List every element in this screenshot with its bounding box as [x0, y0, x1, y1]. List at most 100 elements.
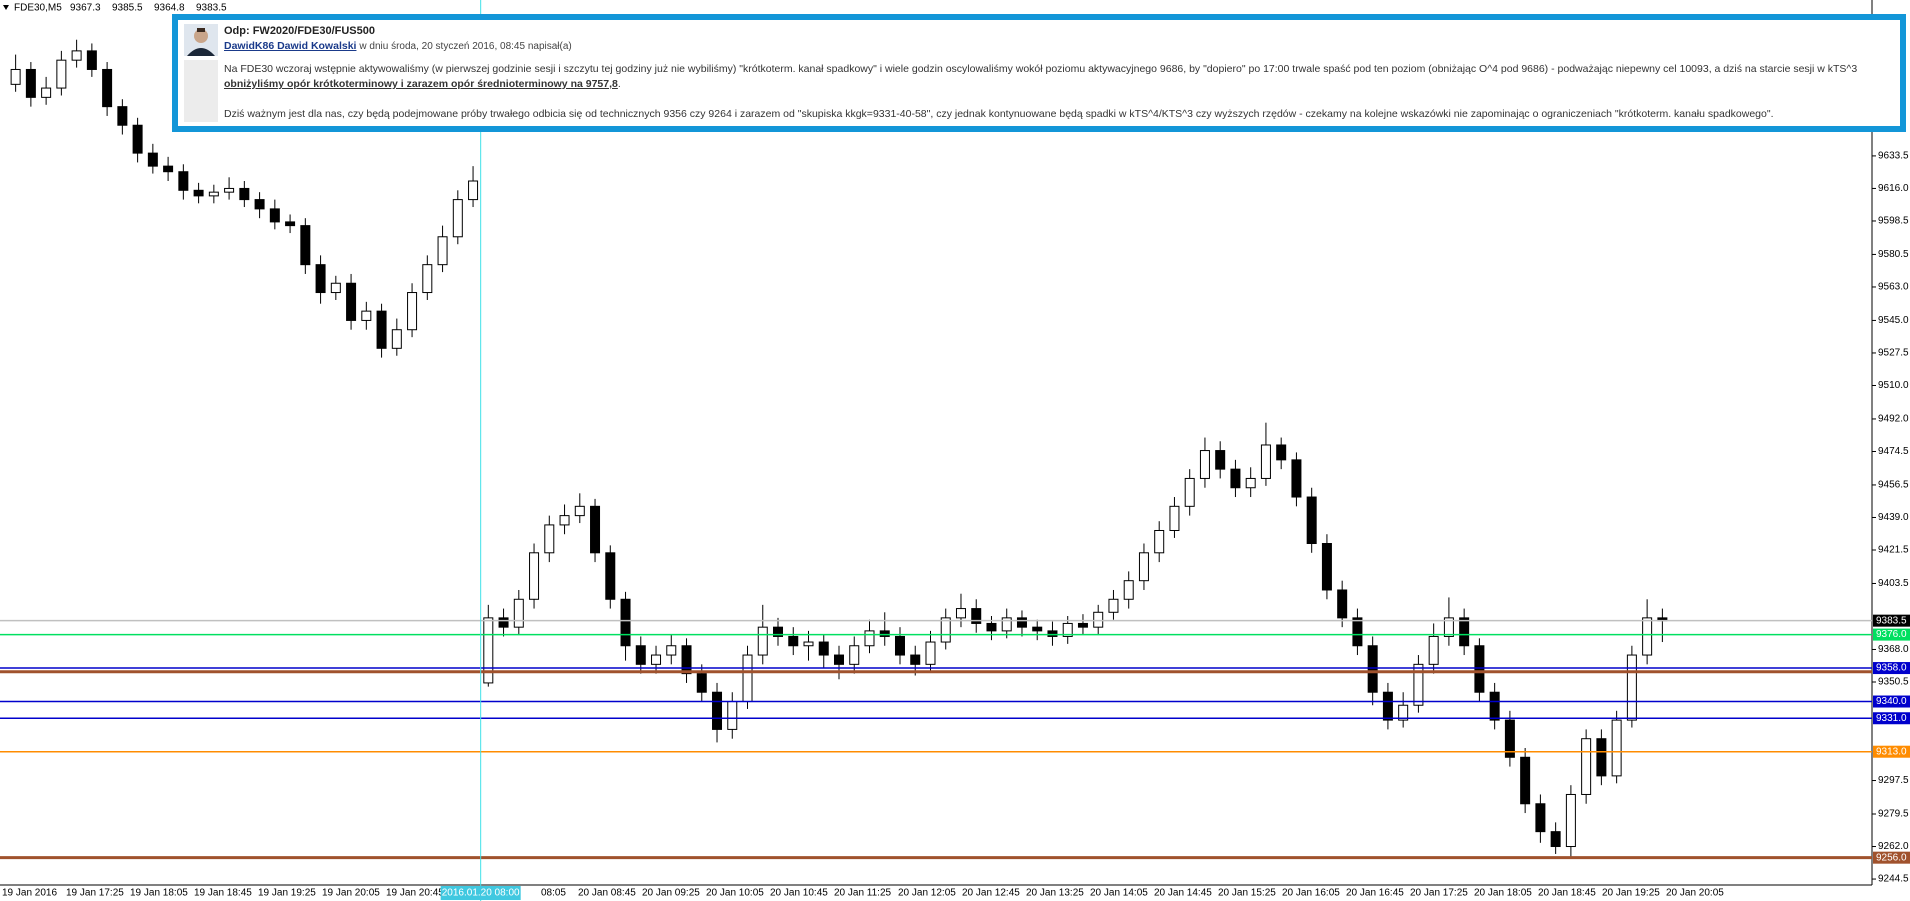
candle-body [773, 626, 784, 637]
candle-body [452, 199, 463, 238]
candle-body [955, 608, 966, 619]
candle-body [1443, 617, 1454, 637]
candle-body [1398, 704, 1409, 721]
candle-body [986, 622, 997, 632]
candle-body [1367, 645, 1378, 693]
avatar[interactable] [184, 24, 218, 56]
candle-body [300, 225, 311, 266]
candle-body [10, 68, 21, 85]
candle-body [239, 187, 250, 201]
candle-body [742, 654, 753, 703]
y-tick-label: 9545.0 [1878, 315, 1909, 326]
candle-body [361, 310, 372, 321]
candle-body [1489, 691, 1500, 721]
candle-body [1108, 598, 1119, 613]
level-label: 9340.0 [1876, 696, 1907, 707]
candle-body [330, 282, 341, 294]
candle-body [590, 505, 601, 554]
y-tick-label: 9492.0 [1878, 414, 1909, 425]
candle-body [1260, 444, 1271, 479]
candle-body [25, 68, 36, 98]
forum-post: Odp: FW2020/FDE30/FUS500 DawidK86 Dawid … [172, 14, 1906, 132]
candle-body [391, 329, 402, 349]
candle-body [1154, 529, 1165, 554]
level-label-bg [1873, 628, 1910, 641]
post-meta: w dniu środa, 20 styczeń 2016, 08:45 nap… [359, 41, 572, 52]
candle-body [1276, 444, 1287, 461]
post-title: Odp: FW2020/FDE30/FUS500 [224, 25, 375, 37]
candle-body [864, 630, 875, 647]
x-tick-label: 20 Jan 10:45 [770, 888, 828, 899]
candle-body [407, 292, 418, 331]
candle-body [285, 221, 296, 227]
candle-body [1520, 756, 1531, 805]
x-tick-label: 20 Jan 12:45 [962, 888, 1020, 899]
candle-body [529, 552, 540, 600]
x-tick-label: 20 Jan 16:05 [1282, 888, 1340, 899]
candle-body [132, 124, 143, 154]
candle-body [681, 645, 692, 675]
candle-body [376, 310, 387, 349]
level-label-bg [1873, 662, 1910, 675]
x-tick-label: 19 Jan 17:25 [66, 888, 124, 899]
candle-body [894, 635, 905, 656]
candle-body [1321, 543, 1332, 591]
y-tick-label: 9563.0 [1878, 282, 1909, 293]
candle-body [1001, 617, 1012, 632]
candle-body [56, 59, 67, 89]
candle-body [1032, 626, 1043, 632]
candle-body [1291, 459, 1302, 498]
candle-body [483, 617, 494, 684]
x-tick-label: 20 Jan 20:05 [1666, 888, 1724, 899]
candle-body [315, 264, 326, 294]
paragraph: Dziś ważnym jest dla nas, czy będą podej… [224, 108, 1774, 120]
y-tick-label: 9474.5 [1878, 446, 1909, 457]
candle-body [1138, 552, 1149, 582]
candle-body [1642, 617, 1653, 656]
candle-body [498, 617, 509, 628]
quote-value: 9367.3 [70, 3, 101, 14]
x-tick-label: 20 Jan 19:25 [1602, 888, 1660, 899]
candle-body [346, 282, 357, 321]
x-tick-label: 20 Jan 08:45 [578, 888, 636, 899]
candle-body [1245, 477, 1256, 489]
candle-body [513, 598, 524, 628]
candle-body [574, 505, 585, 517]
candle-body [147, 152, 158, 167]
candle-body [788, 635, 799, 647]
level-label-bg [1873, 614, 1910, 627]
candle-body [254, 199, 265, 210]
y-tick-label: 9403.5 [1878, 578, 1909, 589]
author-link[interactable]: DawidK86 Dawid Kowalski [224, 40, 357, 52]
level-label: 9376.0 [1876, 629, 1907, 640]
candle-body [178, 171, 189, 191]
level-label: 9331.0 [1876, 713, 1907, 724]
candle-body [1611, 719, 1622, 777]
candle-body [1077, 622, 1088, 628]
candle-body [971, 608, 982, 624]
candle-body [1199, 450, 1210, 479]
candle-body [605, 552, 616, 600]
x-tick-label: 20 Jan 11:25 [834, 888, 892, 899]
y-tick-label: 9598.5 [1878, 216, 1909, 227]
candle-body [71, 50, 82, 61]
candle-body [849, 645, 860, 665]
x-tick-label: 20 Jan 10:05 [706, 888, 764, 899]
y-tick-label: 9439.0 [1878, 512, 1909, 523]
menu-arrow [3, 5, 9, 10]
level-label-bg [1873, 851, 1910, 864]
candle-body [1581, 738, 1592, 795]
candle-body [1047, 630, 1058, 637]
x-tick-label: 20 Jan 17:25 [1410, 888, 1468, 899]
candle-body [1504, 719, 1515, 758]
candle-body [1459, 617, 1470, 647]
quote-value: 9385.5 [112, 3, 143, 14]
x-tick-label: 20 Jan 18:45 [1538, 888, 1596, 899]
x-tick-label: 20 Jan 14:05 [1090, 888, 1148, 899]
candle-body [1565, 793, 1576, 848]
candle-body [1184, 477, 1195, 507]
text: . [617, 78, 621, 90]
x-tick-label: 20 Jan 15:25 [1218, 888, 1276, 899]
x-tick-label: 19 Jan 18:45 [194, 888, 252, 899]
post-body: Odp: FW2020/FDE30/FUS500 DawidK86 Dawid … [224, 24, 1896, 122]
